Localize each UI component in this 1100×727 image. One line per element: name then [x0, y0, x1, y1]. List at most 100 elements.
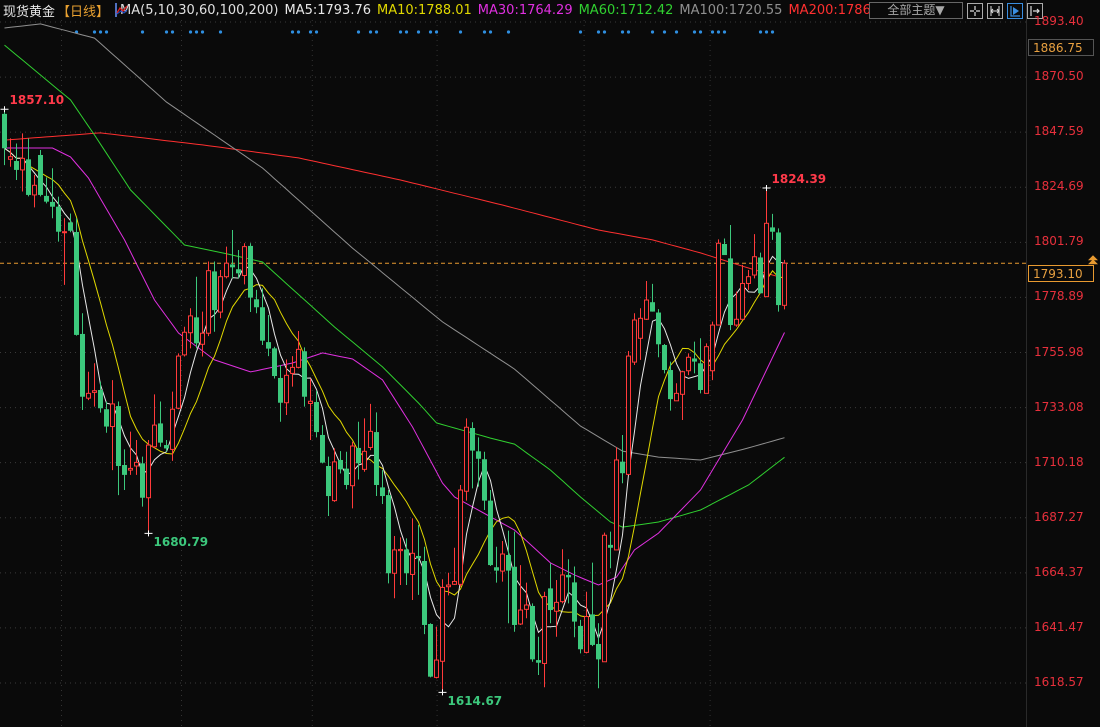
annotation-high: 1857.10	[9, 93, 65, 108]
candle-body-down	[140, 463, 145, 498]
candle-body-down	[656, 312, 661, 345]
candle-body-up	[524, 604, 529, 610]
current-price-label: 1793.10	[1028, 265, 1094, 282]
candle-body-up	[764, 222, 769, 298]
candle-body-down	[578, 625, 583, 650]
candle-body-down	[98, 389, 103, 409]
axis-tick-label: 1733.08	[1034, 399, 1084, 414]
period-label[interactable]: 【日线】	[57, 4, 110, 20]
candle-body-down	[374, 432, 379, 485]
event-marker	[308, 30, 313, 34]
event-marker	[764, 30, 769, 34]
candle-body-up	[626, 355, 631, 475]
candle-body-down	[572, 582, 577, 622]
candle-body-down	[476, 451, 481, 459]
theme-dropdown-button[interactable]: 全部主题▼	[869, 2, 963, 19]
candle-body-down	[80, 333, 85, 397]
candle-body-up	[92, 390, 97, 393]
candle-body-up	[638, 317, 643, 339]
candle-body-down	[254, 299, 259, 308]
price-arrow-icon	[1088, 255, 1098, 265]
toolbar: 全部主题▼	[869, 2, 1043, 19]
candle-body-down	[236, 269, 241, 274]
axis-tick-label: 1824.69	[1034, 179, 1084, 194]
axis-tick-label: 1664.37	[1034, 564, 1084, 579]
candle-body-down	[428, 624, 433, 677]
event-marker	[716, 30, 721, 34]
candle-body-down	[158, 423, 163, 443]
candle-body-up	[86, 392, 91, 399]
candle-body-up	[710, 324, 715, 372]
candle-body-up	[464, 426, 469, 492]
candle-body-up	[62, 231, 67, 234]
candle-body-up	[740, 282, 745, 320]
candle-body-up	[584, 616, 589, 653]
candle-body-down	[668, 370, 673, 400]
event-marker	[482, 30, 487, 34]
candle-body-up	[368, 430, 373, 448]
axis-tick-label: 1687.27	[1034, 509, 1084, 524]
candle-body-up	[602, 534, 607, 663]
ma-value-1: MA10:1788.01	[377, 2, 472, 18]
candle-body-up	[782, 262, 787, 306]
candle-body-down	[272, 348, 277, 377]
candle-body-down	[14, 161, 19, 170]
event-marker	[290, 30, 295, 34]
candle-body-down	[728, 258, 733, 326]
candle-body-down	[548, 588, 553, 611]
candle-body-down	[278, 377, 283, 403]
candle-body-up	[392, 549, 397, 574]
event-marker	[374, 30, 379, 34]
candle-body-down	[494, 567, 499, 571]
candle-body-down	[488, 500, 493, 566]
candle-body-up	[398, 548, 403, 552]
candle-body-down	[230, 264, 235, 268]
event-marker	[398, 30, 403, 34]
event-marker	[770, 30, 775, 34]
event-marker	[710, 30, 715, 34]
candle-body-down	[608, 544, 613, 548]
axis-tick-label: 1618.57	[1034, 675, 1084, 689]
ma-value-0: MA5:1793.76	[284, 2, 371, 18]
axis-tick-label: 1778.89	[1034, 289, 1084, 304]
candle-body-down	[194, 317, 199, 344]
candle-body-down	[758, 257, 763, 294]
event-marker	[506, 30, 511, 34]
candle-body-down	[506, 554, 511, 571]
event-marker	[188, 30, 193, 34]
candle-body-down	[260, 307, 265, 341]
candle-body-down	[470, 427, 475, 451]
extreme-marker-icon	[144, 530, 153, 537]
ma-value-3: MA60:1712.42	[578, 2, 674, 18]
extreme-marker-icon	[438, 689, 447, 696]
indicator-chart-icon[interactable]	[115, 3, 128, 17]
event-marker	[416, 30, 421, 34]
event-marker	[104, 30, 109, 34]
candle-body-down	[404, 549, 409, 574]
ma-params-label[interactable]: MA(5,10,30,60,100,200)	[120, 2, 279, 18]
candle-body-up	[134, 461, 139, 467]
crosshair-icon[interactable]	[967, 2, 983, 19]
candle-body-up	[242, 246, 247, 276]
event-marker	[140, 30, 145, 34]
event-marker	[200, 30, 205, 34]
ma-line-ma10	[4, 147, 785, 618]
candle-body-down	[164, 445, 169, 449]
candle-body-down	[122, 465, 127, 475]
candle-body-down	[302, 351, 307, 397]
play-cursor-icon[interactable]	[1007, 2, 1023, 19]
ma-values: MA5:1793.76 MA10:1788.01 MA30:1764.29 MA60:…	[284, 3, 897, 18]
event-marker	[170, 30, 175, 34]
event-marker	[404, 30, 409, 34]
range-icon[interactable]	[987, 2, 1003, 19]
candle-body-down	[698, 363, 703, 390]
candle-body-down	[266, 342, 271, 349]
candle-body-up	[296, 348, 301, 368]
event-marker	[488, 30, 493, 34]
exit-right-icon[interactable]	[1027, 2, 1043, 19]
candle-body-down	[56, 206, 61, 232]
candle-body-down	[536, 660, 541, 663]
candle-body-up	[32, 184, 37, 196]
candle-body-up	[128, 467, 133, 471]
